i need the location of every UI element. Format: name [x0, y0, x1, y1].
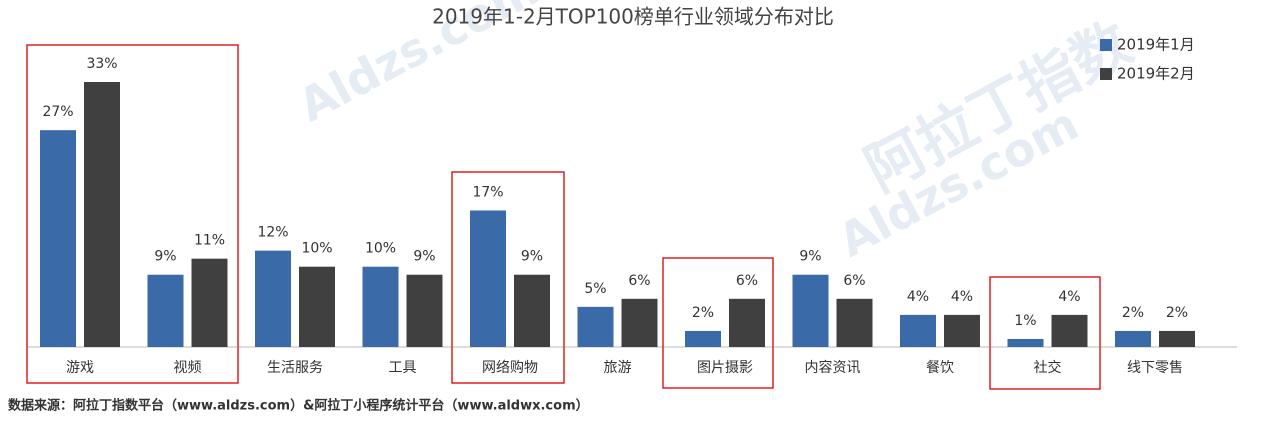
bar	[621, 298, 658, 347]
highlight-box	[989, 276, 1101, 390]
bar	[147, 274, 184, 347]
value-label: 2%	[1122, 305, 1144, 321]
bar	[685, 330, 721, 347]
value-label: 6%	[843, 273, 865, 289]
legend-swatch	[1100, 68, 1112, 80]
source-note: 数据来源：阿拉丁指数平台（www.aldzs.com）&阿拉丁小程序统计平台（w…	[8, 398, 589, 414]
value-label: 33%	[86, 56, 117, 72]
bar	[1051, 314, 1088, 347]
value-label: 27%	[42, 104, 73, 120]
bar	[84, 82, 120, 347]
value-label: 2%	[692, 305, 714, 321]
bar	[836, 298, 873, 347]
x-tick-label: 网络购物	[482, 360, 538, 376]
bar	[729, 298, 765, 347]
value-label: 9%	[799, 249, 821, 265]
bar	[1115, 330, 1151, 347]
bar	[470, 210, 506, 347]
x-tick-label: 图片摄影	[697, 360, 753, 376]
bar	[792, 274, 829, 347]
x-tick-label: 工具	[389, 360, 417, 376]
value-label: 12%	[257, 225, 288, 241]
value-label: 6%	[628, 273, 650, 289]
value-label: 11%	[194, 233, 225, 249]
legend-label: 2019年2月	[1117, 65, 1195, 83]
bar	[191, 258, 228, 347]
bar	[577, 306, 614, 347]
value-label: 4%	[1058, 289, 1080, 305]
highlight-box	[662, 257, 774, 389]
x-tick-label: 生活服务	[267, 360, 323, 376]
value-label: 2%	[1166, 305, 1188, 321]
value-label: 4%	[951, 289, 973, 305]
legend-swatch	[1100, 39, 1112, 51]
x-tick-label: 旅游	[604, 360, 632, 376]
bar	[1007, 338, 1044, 347]
bar	[40, 130, 76, 347]
x-tick-label: 餐饮	[926, 360, 954, 376]
value-label: 4%	[907, 289, 929, 305]
bar	[944, 314, 980, 347]
value-label: 1%	[1014, 313, 1036, 329]
value-label: 5%	[584, 281, 606, 297]
value-label: 6%	[736, 273, 758, 289]
bar	[1159, 330, 1195, 347]
chart-title: 2019年1-2月TOP100榜单行业领域分布对比	[432, 5, 834, 29]
bar	[299, 266, 335, 347]
highlight-box	[26, 44, 239, 384]
value-label: 10%	[365, 241, 396, 257]
value-label: 9%	[521, 249, 543, 265]
bar	[362, 266, 399, 347]
x-tick-label: 游戏	[66, 360, 94, 376]
highlight-box	[451, 171, 565, 384]
bar	[900, 314, 936, 347]
x-tick-label: 社交	[1034, 359, 1062, 376]
bar	[255, 250, 291, 347]
value-label: 10%	[301, 241, 332, 257]
x-tick-label: 视频	[174, 360, 202, 376]
bar	[406, 274, 443, 347]
x-tick-label: 内容资讯	[805, 359, 861, 376]
value-label: 9%	[413, 249, 435, 265]
legend-label: 2019年1月	[1117, 36, 1195, 54]
value-label: 9%	[154, 249, 176, 265]
value-label: 17%	[472, 184, 503, 200]
x-tick-label: 线下零售	[1127, 360, 1183, 376]
bar	[514, 274, 550, 347]
